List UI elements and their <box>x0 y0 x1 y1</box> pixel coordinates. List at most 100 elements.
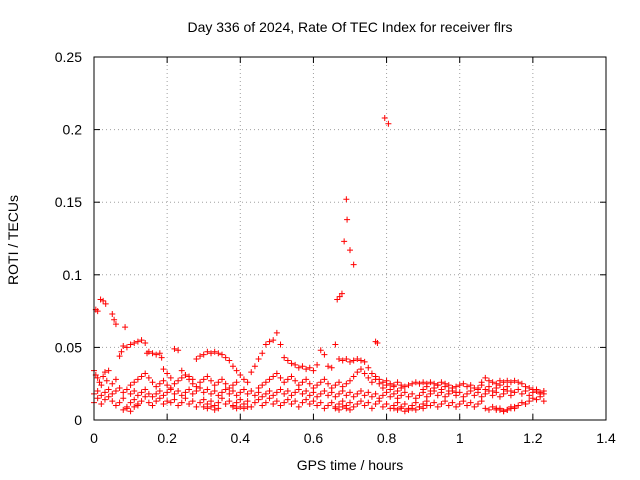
data-point <box>175 347 182 354</box>
data-point <box>387 393 394 400</box>
data-point <box>153 383 160 390</box>
data-point <box>116 353 123 360</box>
data-point <box>142 370 149 377</box>
data-point <box>496 382 503 389</box>
data-point <box>215 399 222 406</box>
data-point <box>507 379 514 386</box>
data-point <box>460 393 467 400</box>
data-point <box>347 406 353 413</box>
data-point <box>317 379 324 386</box>
data-point <box>295 403 302 410</box>
data-point <box>244 398 251 405</box>
data-point <box>208 350 215 357</box>
data-point <box>164 382 171 389</box>
data-point <box>398 405 405 412</box>
data-point <box>350 357 357 364</box>
data-point <box>97 296 104 303</box>
data-point <box>118 348 125 355</box>
data-point <box>164 398 171 405</box>
data-point <box>149 379 156 386</box>
y-tick-label: 0.15 <box>55 194 82 210</box>
data-point <box>208 398 215 405</box>
data-point <box>365 364 372 371</box>
data-point <box>145 390 152 397</box>
data-point <box>306 380 313 387</box>
data-point <box>284 387 291 394</box>
data-point <box>500 408 507 415</box>
data-point <box>262 399 269 406</box>
data-point <box>211 382 218 389</box>
data-point <box>493 405 500 412</box>
data-point <box>178 392 185 399</box>
data-point <box>259 393 266 400</box>
data-point <box>368 370 375 377</box>
data-point <box>317 399 324 406</box>
data-point <box>350 261 357 268</box>
data-point <box>200 351 207 358</box>
data-point <box>277 386 284 393</box>
data-point <box>277 341 284 348</box>
data-point <box>482 405 489 412</box>
data-point <box>193 403 200 410</box>
data-point <box>325 392 332 399</box>
data-point <box>160 401 167 408</box>
data-point <box>347 399 353 406</box>
data-point <box>237 403 244 410</box>
data-point <box>98 401 105 408</box>
data-point <box>197 353 204 360</box>
data-point <box>321 351 328 358</box>
x-tick-label: 0.2 <box>157 430 177 446</box>
data-point <box>229 387 236 394</box>
data-point <box>328 399 335 406</box>
data-point <box>164 389 171 396</box>
data-point <box>511 389 518 396</box>
data-point <box>314 393 321 400</box>
data-point <box>374 340 381 347</box>
data-point <box>350 403 357 410</box>
data-point <box>423 402 430 409</box>
data-point <box>262 390 269 397</box>
data-point <box>522 383 529 390</box>
data-point <box>522 401 529 408</box>
data-point <box>478 382 485 389</box>
data-point <box>420 386 427 393</box>
data-point <box>255 385 262 392</box>
data-point <box>156 395 163 402</box>
data-point <box>284 396 291 403</box>
x-tick-label: 0.8 <box>377 430 397 446</box>
data-point <box>120 342 127 349</box>
data-point <box>321 376 328 383</box>
data-point <box>134 338 141 345</box>
data-point <box>100 297 107 304</box>
x-tick-labels: 0 0.2 0.4 0.6 0.8 1 1.2 1.4 <box>90 430 616 446</box>
data-point <box>442 393 449 400</box>
data-point <box>292 389 299 396</box>
data-point <box>336 401 343 408</box>
y-axis-label: ROTI / TECUs <box>5 195 21 285</box>
data-point <box>142 393 149 400</box>
data-point <box>299 390 306 397</box>
data-point <box>153 390 160 397</box>
data-point <box>416 392 423 399</box>
data-point <box>394 379 401 386</box>
data-point <box>343 380 350 387</box>
data-point <box>255 396 262 403</box>
data-point <box>303 376 310 383</box>
data-point <box>111 316 118 323</box>
data-point <box>120 395 127 402</box>
data-point <box>222 386 229 393</box>
data-point <box>347 247 353 254</box>
data-point <box>394 395 401 402</box>
data-point <box>244 390 251 397</box>
data-point <box>314 361 321 368</box>
data-point <box>131 387 138 394</box>
data-point <box>299 379 306 386</box>
data-point <box>445 387 452 394</box>
data-point <box>94 395 101 402</box>
data-point <box>156 387 163 394</box>
data-point <box>500 379 507 386</box>
data-point <box>266 387 273 394</box>
data-point <box>277 402 284 409</box>
data-point <box>109 380 116 387</box>
data-point <box>94 308 101 315</box>
